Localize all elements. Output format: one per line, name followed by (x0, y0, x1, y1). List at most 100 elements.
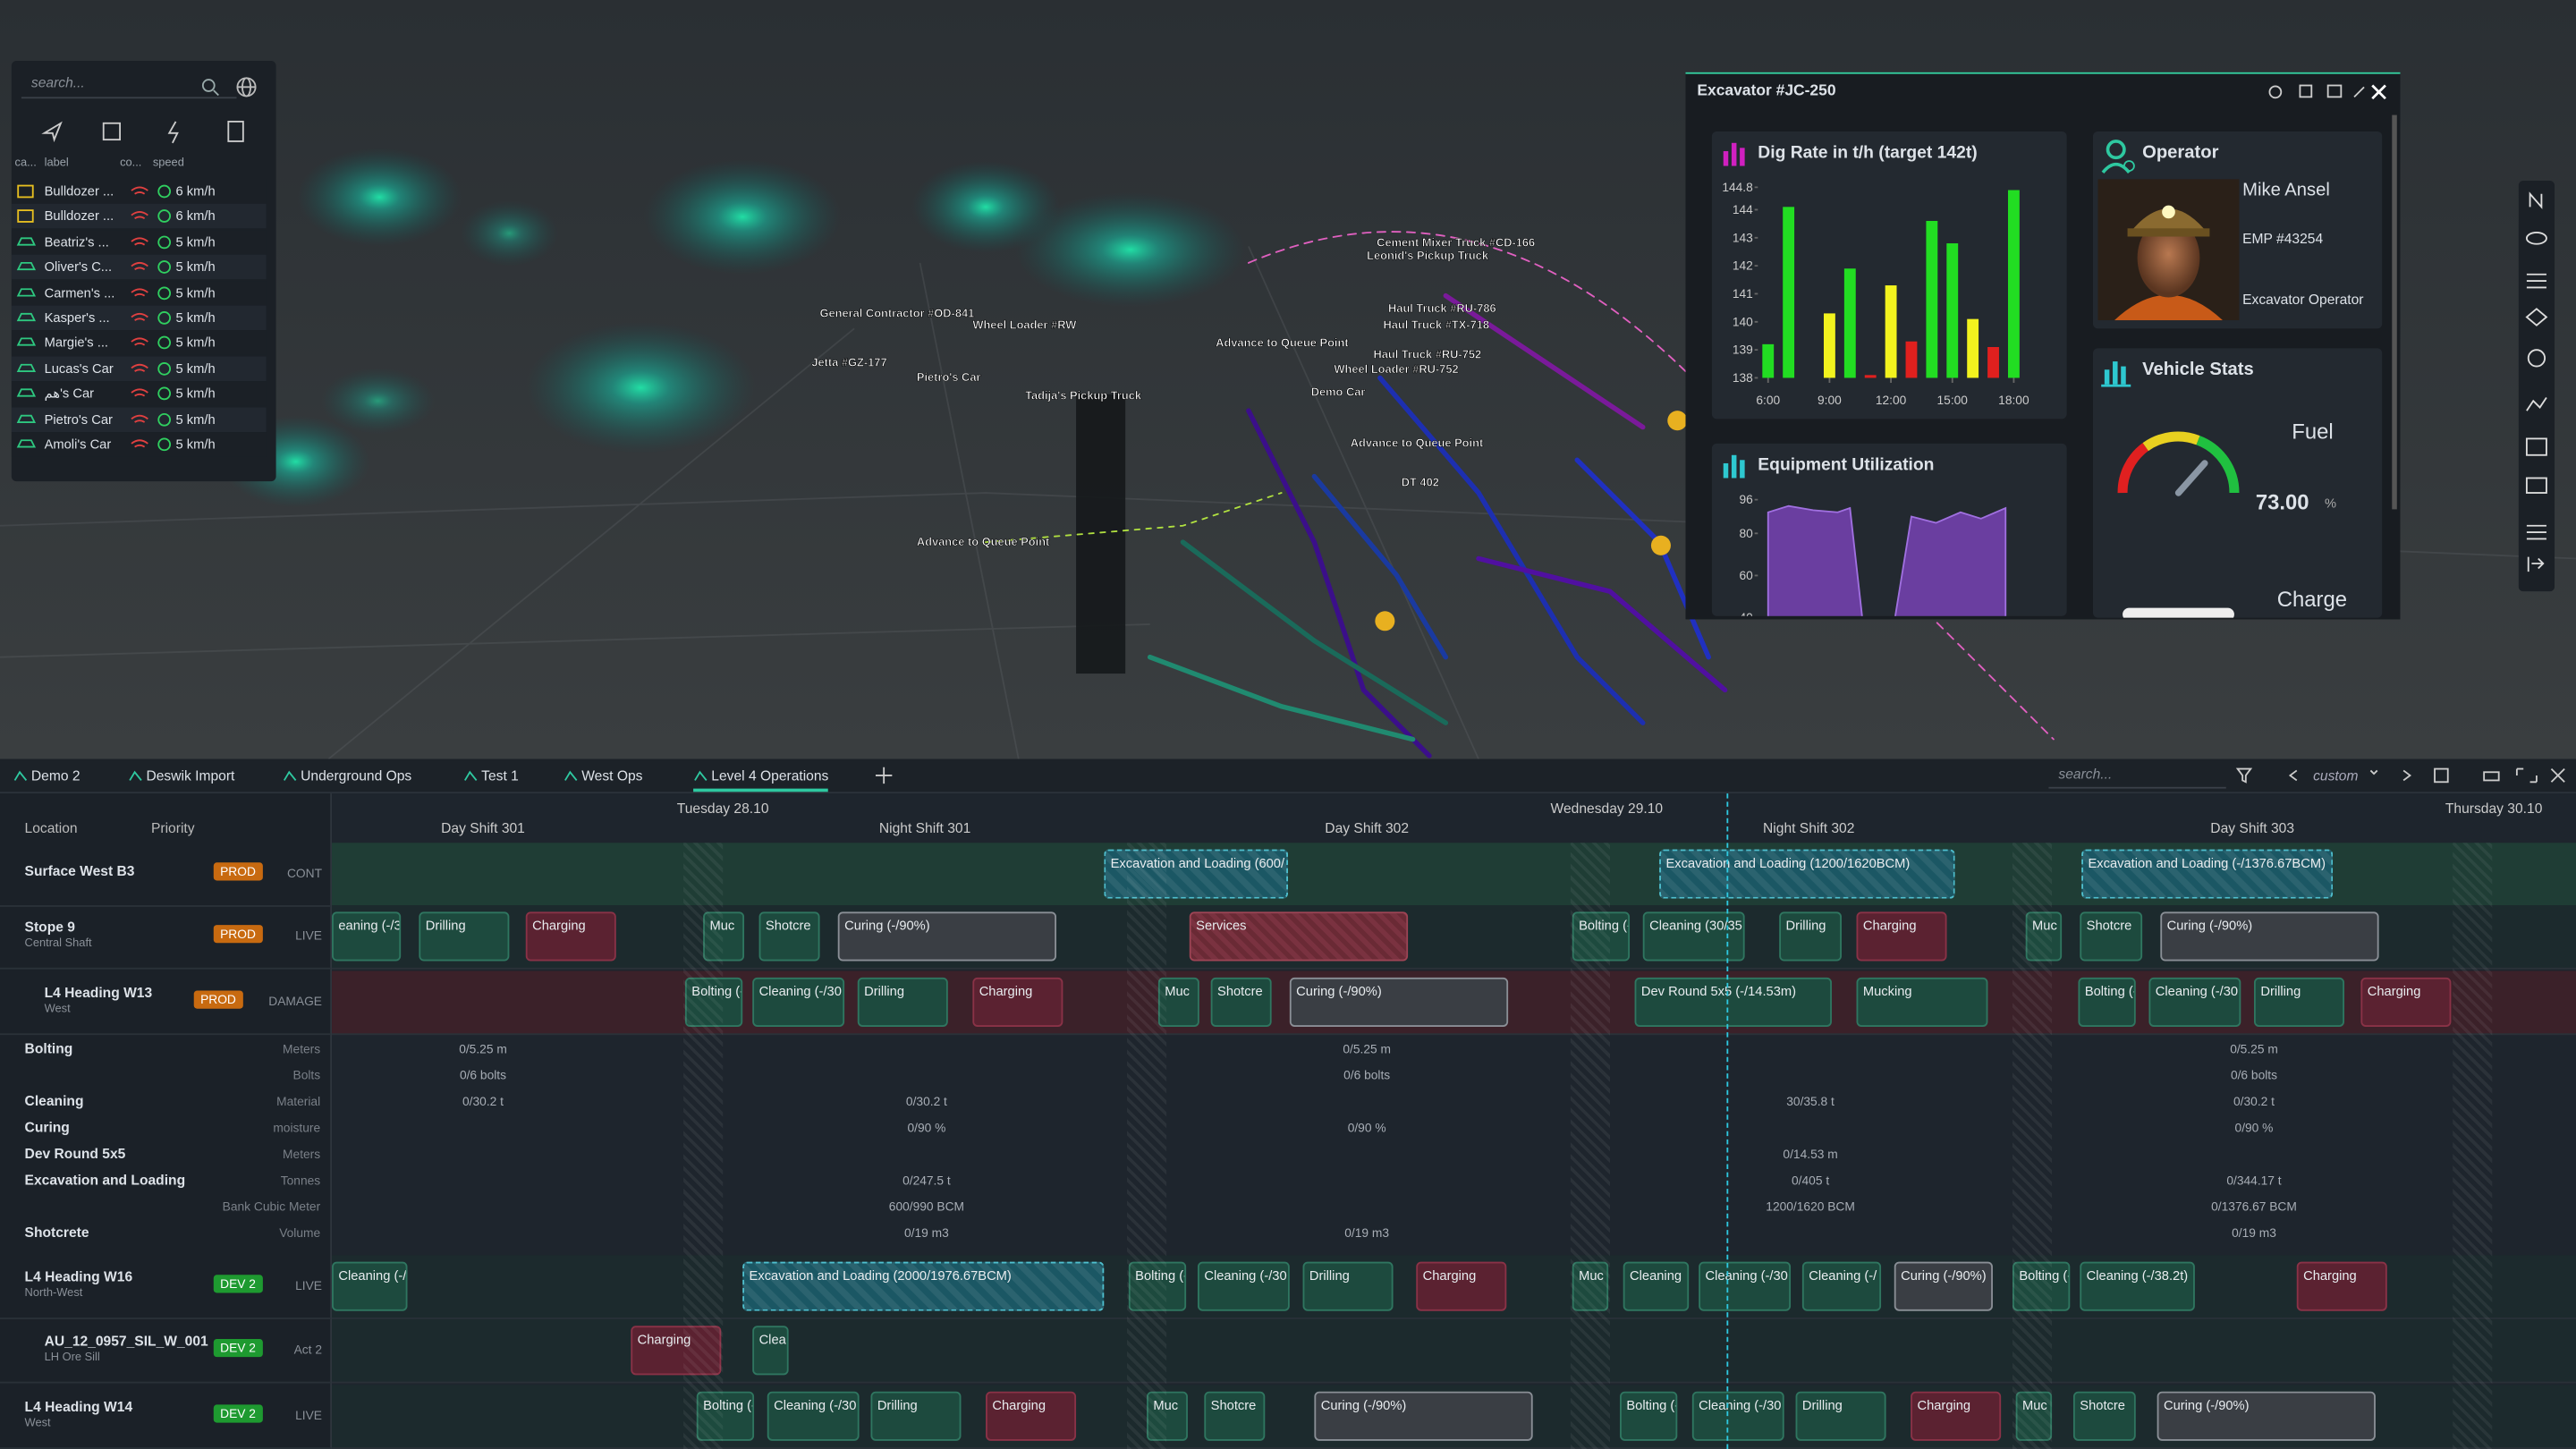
row-head (0, 905, 331, 970)
task-block[interactable]: Cleaning (1623, 1261, 1690, 1311)
task-block[interactable]: Curing (-/90%) (837, 911, 1057, 962)
task-block[interactable]: Muc (703, 911, 745, 962)
task-block[interactable]: Charging (2296, 1261, 2387, 1311)
vehicle-row[interactable]: Carmen's ... 5 km/h (11, 280, 267, 305)
task-block[interactable]: Drilling (2254, 977, 2345, 1027)
task-block[interactable]: Drilling (1302, 1261, 1394, 1311)
vehicle-row[interactable]: Pietro's Car 5 km/h (11, 406, 267, 432)
task-block[interactable]: Excavation and Loading (-/1376.67BCM) (2081, 849, 2334, 899)
task-block[interactable]: Clea (752, 1326, 789, 1376)
task-block[interactable]: Cleaning (-/30 (752, 977, 845, 1027)
task-block[interactable]: Cleaning (-/38.2t) (2080, 1261, 2195, 1311)
task-block[interactable]: Cleaning (-/30 (332, 1261, 408, 1311)
task-block[interactable]: Muc (1147, 1391, 1188, 1441)
task-block[interactable]: Charging (2360, 977, 2452, 1027)
task-block[interactable]: Bolting (- (2012, 1261, 2071, 1311)
vehicle-row[interactable]: Oliver's C... 5 km/h (11, 255, 267, 280)
task-block[interactable]: Excavation and Loading (600/ (1104, 849, 1289, 899)
task-block[interactable]: Drilling (857, 977, 948, 1027)
task-block[interactable]: Curing (-/90%) (2157, 1391, 2376, 1441)
search-input[interactable]: search... (21, 74, 237, 99)
task-block[interactable]: Bolting (- (2078, 977, 2136, 1027)
tab-bar: search... custom Demo 2 Deswik Import Unde… (0, 758, 2576, 794)
task-block[interactable]: Muc (1157, 977, 1199, 1027)
task-block[interactable]: Cleaning (-/30 (1197, 1261, 1290, 1311)
task-block[interactable]: Shotcre (1204, 1391, 1266, 1441)
timeline-tools[interactable] (2231, 764, 2576, 787)
task-block[interactable]: Curing (-/90%) (1289, 977, 1509, 1027)
task-block[interactable]: Charging (1911, 1391, 2002, 1441)
task-block[interactable]: Excavation and Loading (1200/1620BCM) (1659, 849, 1955, 899)
task-block[interactable]: Bolting (- (1128, 1261, 1187, 1311)
location-sub: West (24, 1418, 51, 1429)
task-block[interactable]: Curing (-/90%) (1894, 1261, 1993, 1311)
task-block[interactable]: Cleaning (-/30 (2148, 977, 2241, 1027)
task-block[interactable]: Cleaning (-/30 (767, 1391, 860, 1441)
vehicle-row[interactable]: هم's Car 5 km/h (11, 381, 267, 407)
task-block[interactable]: Muc (2015, 1391, 2053, 1441)
task-block[interactable]: Drilling (419, 911, 510, 962)
task-block[interactable]: Drilling (1795, 1391, 1886, 1441)
task-block[interactable]: Drilling (870, 1391, 962, 1441)
tab-icon (694, 770, 708, 782)
task-block[interactable]: Shotcre (2072, 1391, 2136, 1441)
task-block[interactable]: Curing (-/90%) (2160, 911, 2379, 962)
task-block[interactable]: Cleaning (-/30 (1699, 1261, 1792, 1311)
priority-badge: PROD (213, 925, 263, 944)
vehicle-label: Beatriz's ... (44, 234, 109, 250)
tab[interactable]: West Ops (564, 759, 642, 792)
panel-controls[interactable] (2260, 80, 2395, 104)
tab[interactable]: Test 1 (463, 759, 519, 792)
task-block[interactable]: Shotcre (758, 911, 820, 962)
task-block[interactable]: Charging (631, 1326, 722, 1376)
add-tab[interactable] (874, 766, 894, 785)
tab[interactable]: Deswik Import (128, 759, 234, 792)
task-block[interactable]: Charging (1416, 1261, 1507, 1311)
task-block[interactable]: eaning (-/30 (332, 911, 402, 962)
tab[interactable]: Level 4 Operations (693, 759, 829, 792)
task-block[interactable]: Bolting (- (1572, 911, 1631, 962)
task-block[interactable]: Charging (986, 1391, 1077, 1441)
task-block[interactable]: Bolting (- (696, 1391, 755, 1441)
task-block[interactable]: Shotcre (1210, 977, 1272, 1027)
vehicle-row[interactable]: Bulldozer ... 6 km/h (11, 179, 267, 204)
task-block[interactable]: Curing (-/90%) (1314, 1391, 1533, 1441)
task-block[interactable]: Excavation and Loading (2000/1976.67BCM) (742, 1261, 1105, 1311)
day-label: Tuesday 28.10 (676, 800, 769, 817)
vehicle-row[interactable]: Lucas's Car 5 km/h (11, 356, 267, 381)
range-select[interactable]: custom (2313, 767, 2359, 784)
fuel-unit: % (2324, 496, 2337, 512)
vehicle-row[interactable]: Kasper's ... 5 km/h (11, 305, 267, 331)
task-block[interactable]: Mucking (1856, 977, 1988, 1027)
vehicle-row[interactable]: Amoli's Car 5 km/h (11, 432, 267, 457)
stats-icon (2101, 361, 2131, 387)
map-toolbar[interactable] (2518, 181, 2555, 592)
vehicle-row[interactable]: Bulldozer ... 6 km/h (11, 204, 267, 230)
timeline-search[interactable]: search... (2048, 762, 2226, 789)
task-block[interactable]: Cleaning (-/ (1801, 1261, 1882, 1311)
vehicle-icons (16, 260, 172, 275)
task-block[interactable]: Drilling (1779, 911, 1842, 962)
x-tick-label: 12:00 (1876, 394, 1907, 407)
task-block[interactable]: Charging (972, 977, 1063, 1027)
task-block[interactable]: Cleaning (-/30 (1691, 1391, 1784, 1441)
task-block[interactable]: Bolting (- (1620, 1391, 1678, 1441)
tab[interactable]: Demo 2 (13, 759, 80, 792)
signal-icon (131, 287, 148, 296)
tab[interactable]: Underground Ops (283, 759, 411, 792)
task-block[interactable]: Bolting (- (684, 977, 743, 1027)
task-block[interactable]: Cleaning (30/35. (1642, 911, 1745, 962)
task-block[interactable]: Services (1189, 911, 1409, 962)
task-block[interactable]: Dev Round 5x5 (-/14.53m) (1634, 977, 1832, 1027)
vehicle-row[interactable]: Beatriz's ... 5 km/h (11, 229, 267, 255)
task-block[interactable]: Muc (2025, 911, 2063, 962)
task-block[interactable]: Charging (1856, 911, 1947, 962)
scrollbar[interactable] (2392, 114, 2397, 510)
vehicle-row[interactable]: Margie's ... 5 km/h (11, 330, 267, 356)
metric-value: 0/14.53 m (1783, 1147, 1838, 1162)
task-block[interactable]: Charging (525, 911, 616, 962)
task-block[interactable]: Muc (1572, 1261, 1609, 1311)
metric-name: Excavation and Loading (24, 1171, 186, 1188)
metric-unit: Material (276, 1094, 321, 1109)
task-block[interactable]: Shotcre (2080, 911, 2143, 962)
